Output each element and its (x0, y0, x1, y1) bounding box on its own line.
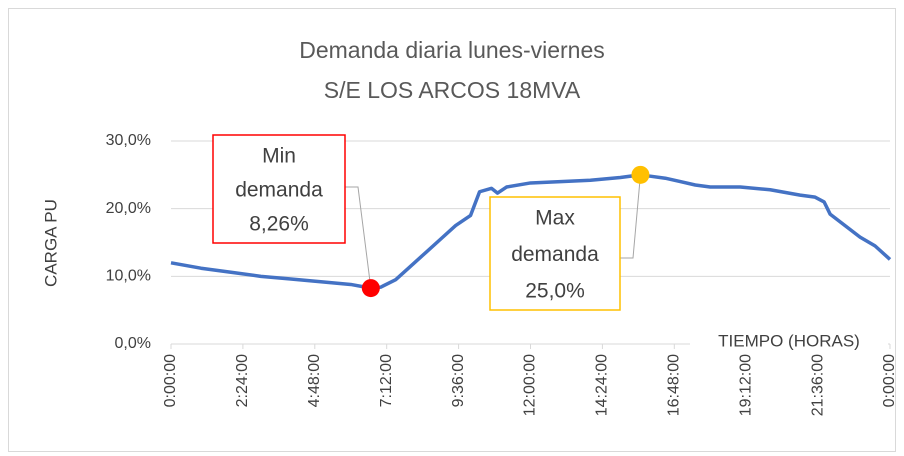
annotation-point (631, 165, 650, 184)
x-axis-label: TIEMPO (HORAS) (718, 331, 860, 350)
x-tick-label: 0:00:00 (881, 354, 898, 407)
y-tick-label: 0,0% (115, 335, 151, 352)
chart-subtitle: S/E LOS ARCOS 18MVA (324, 77, 581, 103)
x-tick-label: 12:00:00 (522, 354, 539, 416)
data-line (170, 173, 892, 290)
annotation-text: demanda (511, 243, 599, 266)
x-tick-label: 16:48:00 (666, 354, 683, 416)
x-tick-label: 0:00:00 (162, 354, 179, 407)
y-tick-label: 10,0% (106, 268, 151, 285)
x-tick-label: 7:12:00 (378, 354, 395, 407)
annotation-box (489, 196, 621, 311)
x-label-bg (690, 328, 888, 354)
annotation-connector (345, 186, 372, 289)
x-tick-label: 4:48:00 (306, 354, 323, 407)
annotation-text: 25,0% (525, 280, 585, 303)
x-tick-label: 2:24:00 (234, 354, 251, 407)
annotation-connector (620, 174, 641, 259)
annotation-text: Min (262, 145, 296, 168)
x-tick-label: 14:24:00 (594, 354, 611, 416)
annotation-text: 8,26% (249, 213, 309, 236)
x-tick-label: 19:12:00 (737, 354, 754, 416)
annotation-box (212, 134, 346, 244)
annotation-text: demanda (235, 179, 323, 202)
x-tick-label: 21:36:00 (809, 354, 826, 416)
y-tick-label: 30,0% (106, 132, 151, 149)
x-tick-label: 9:36:00 (450, 354, 467, 407)
annotation-text: Max (535, 207, 575, 230)
chart-title: Demanda diaria lunes-viernes (299, 37, 605, 63)
y-tick-label: 20,0% (106, 200, 151, 217)
annotation-point (361, 279, 380, 298)
y-axis-label: CARGA PU (41, 199, 60, 287)
